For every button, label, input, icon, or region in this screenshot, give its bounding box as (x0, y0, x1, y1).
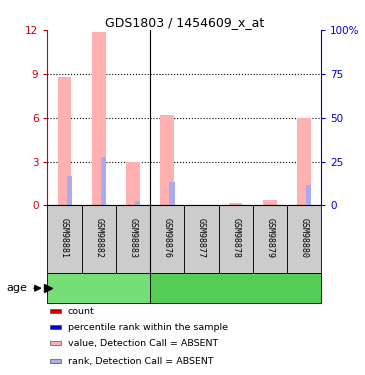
Bar (253, 206, 287, 273)
Bar (169, 182, 174, 206)
Text: GSM98879: GSM98879 (265, 218, 274, 258)
Bar (82, 206, 116, 273)
Bar (47, 206, 82, 273)
Bar (50, 359, 61, 363)
Bar (67, 176, 72, 206)
Text: GSM98876: GSM98876 (163, 218, 172, 258)
Text: GSM98881: GSM98881 (60, 218, 69, 258)
Bar (92, 32, 105, 206)
Bar (135, 201, 141, 206)
Bar (47, 273, 150, 303)
Text: GSM98880: GSM98880 (300, 218, 308, 258)
Text: GSM98878: GSM98878 (231, 218, 240, 258)
Text: count: count (68, 307, 95, 316)
Text: percentile rank within the sample: percentile rank within the sample (68, 322, 228, 332)
Bar (116, 206, 150, 273)
Text: GSM98883: GSM98883 (128, 218, 138, 258)
Bar (184, 206, 219, 273)
Title: GDS1803 / 1454609_x_at: GDS1803 / 1454609_x_at (105, 16, 264, 29)
Text: GSM98882: GSM98882 (94, 218, 103, 258)
Bar (219, 206, 253, 273)
Bar (160, 115, 174, 206)
Bar (101, 157, 106, 206)
Text: value, Detection Call = ABSENT: value, Detection Call = ABSENT (68, 339, 218, 348)
Bar (50, 341, 61, 345)
Bar (126, 162, 140, 206)
Bar (287, 206, 321, 273)
Bar (150, 273, 321, 303)
Text: age: age (6, 283, 27, 293)
Text: rank, Detection Call = ABSENT: rank, Detection Call = ABSENT (68, 357, 214, 366)
Bar (50, 325, 61, 329)
Bar (263, 200, 277, 206)
Bar (50, 309, 61, 314)
Bar (297, 118, 311, 206)
Text: GSM98877: GSM98877 (197, 218, 206, 258)
Bar (306, 185, 311, 206)
Bar (58, 77, 72, 206)
Bar (150, 206, 184, 273)
Bar (229, 202, 242, 206)
